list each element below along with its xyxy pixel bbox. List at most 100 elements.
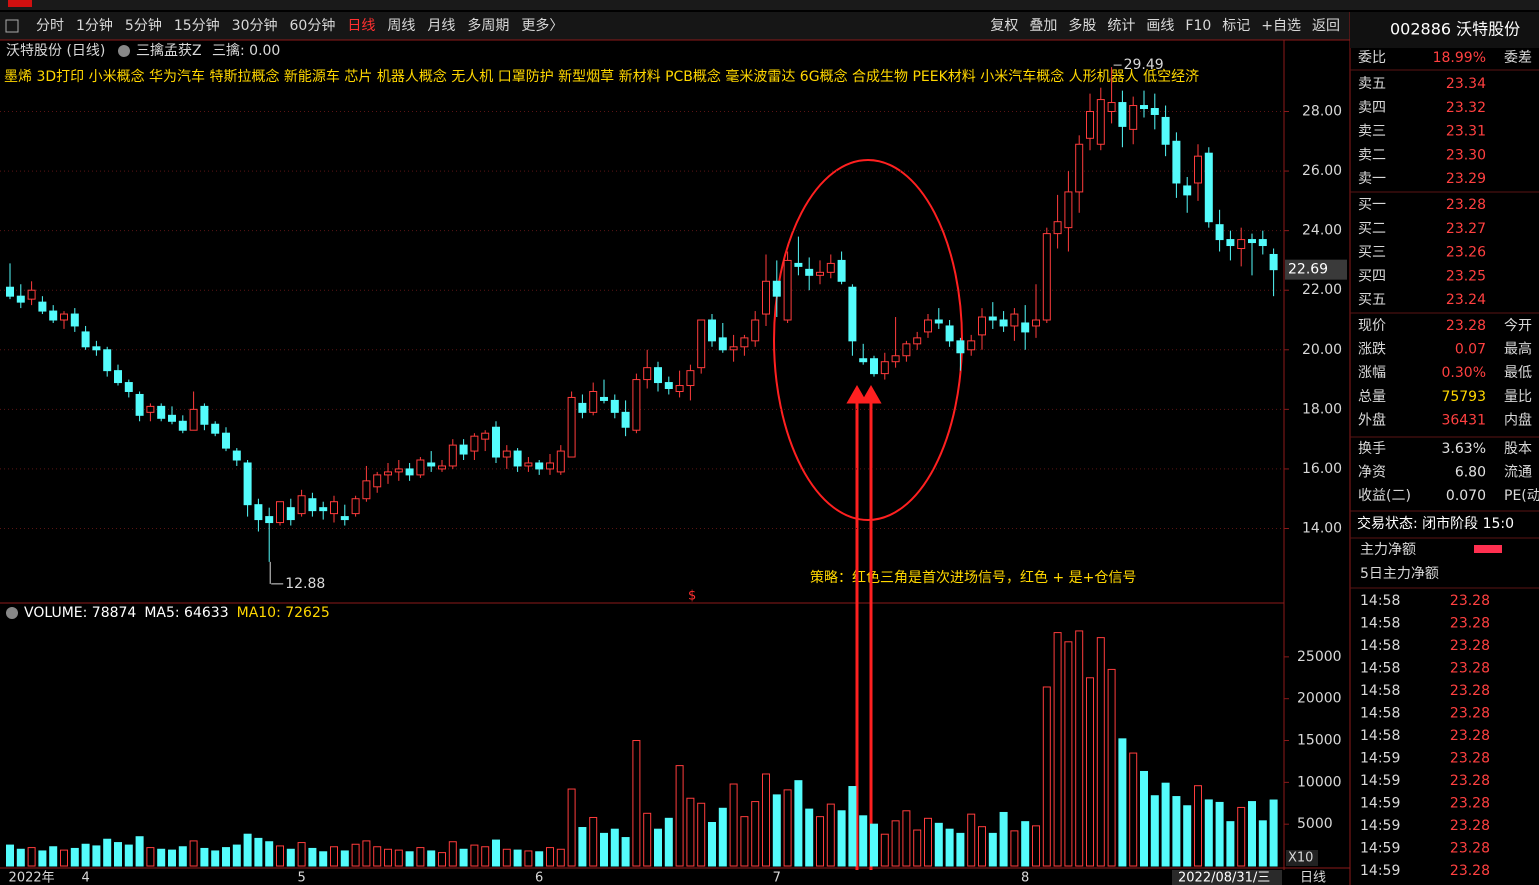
volume-bar [340,850,349,867]
candle-body [1021,322,1030,333]
volume-bar [1150,795,1159,867]
candle-body [254,504,263,521]
ask-label: 卖二 [1358,147,1386,163]
bid-value: 23.28 [1446,197,1486,213]
candle-body [1183,185,1192,196]
candle-body [956,340,965,354]
indicator-icon[interactable] [118,45,130,57]
period-tab[interactable]: 5分钟 [125,17,162,34]
tool-button[interactable]: F10 [1185,18,1211,34]
y-tick-label: 26.00 [1302,163,1342,179]
tool-button[interactable]: 复权 [990,17,1018,34]
period-tab[interactable]: 60分钟 [290,17,336,34]
volume-bar [351,843,360,867]
date-box [1172,870,1282,885]
candle-body [92,346,101,351]
tool-button[interactable]: 画线 [1146,18,1174,34]
stat-value: 36431 [1441,412,1486,428]
volume-bar [319,851,328,867]
candle-body [448,444,457,467]
candle-body [826,262,835,273]
trade-time: 14:59 [1360,841,1400,857]
volume-bar [1183,805,1192,867]
stat-label2: 最高 [1504,341,1532,358]
period-tab[interactable]: 日线 [347,18,375,34]
candle-body [891,355,900,363]
candle-body [546,462,554,470]
trade-time: 14:59 [1360,818,1400,834]
volume-bar [718,807,727,867]
candle-body [513,450,522,467]
volume-bar [124,844,133,867]
candle-body [772,280,781,297]
indicator-name: 三擒孟获Z [136,42,202,59]
period-tab[interactable]: 15分钟 [174,17,220,34]
volume-bar [999,811,1008,867]
volume-bar [1161,782,1170,867]
volume-bar [902,810,911,867]
volume-bar [535,851,544,867]
volume-bar [286,848,295,867]
trade-price: 23.28 [1450,638,1490,654]
volume-icon[interactable] [6,607,18,619]
y-tick-label: 28.00 [1302,103,1342,119]
period-tab[interactable]: 多周期 [467,17,509,34]
candle-body [600,396,608,401]
volume-bar [621,837,630,867]
candle-body [16,295,25,303]
candle-body [556,450,565,473]
volume-bar [384,848,392,867]
tool-button[interactable]: 多股 [1068,17,1096,34]
volume-bar [1140,770,1148,867]
period-tab[interactable]: 1分钟 [76,17,113,34]
period-tab[interactable]: 30分钟 [232,17,278,34]
candle-body [697,319,706,369]
tool-button[interactable]: 统计 [1107,18,1135,34]
y-tick-label: 20000 [1297,691,1342,707]
volume-bar [826,803,835,867]
volume-bar [945,828,954,867]
tool-button[interactable]: 标记 [1222,18,1250,34]
volume-bar [654,828,662,867]
volume-bar [330,846,338,867]
candle-body [1150,108,1159,115]
volume-bar [427,850,436,867]
volume-bar [1129,752,1138,867]
period-tab[interactable]: 分时 [36,18,64,34]
candle-body [1172,140,1181,184]
candle-body [1226,239,1235,247]
period-tab[interactable]: 更多〉 [521,17,563,34]
volume-legend: VOLUME: 78874 [24,605,136,621]
trade-price: 23.28 [1450,863,1490,879]
volume-bar [416,847,425,867]
period-tab[interactable]: 周线 [387,18,415,34]
volume-bar [481,846,490,867]
volume-bar [816,816,824,867]
candle-body [308,498,317,512]
candle-body [243,462,252,506]
candle-body [6,286,14,297]
volume-bar [1269,799,1278,867]
stat-label: 总量 [1358,389,1386,405]
tool-button[interactable]: +自选 [1261,18,1301,34]
trade-price: 23.28 [1450,593,1490,609]
x-tick-label: 7 [773,871,781,885]
logo [8,0,32,7]
tool-button[interactable]: 返回 [1312,18,1340,34]
indicator-value: 三擒: 0.00 [212,42,280,59]
volume-bar [157,848,166,867]
volume-bar [934,822,943,867]
tool-button[interactable]: 叠加 [1029,18,1057,34]
candle-body [708,319,716,342]
period-tab[interactable]: 月线 [427,18,455,34]
panel-toggle[interactable] [5,19,19,33]
volume-bar [459,848,468,867]
candle-body [222,432,230,449]
candle-body [610,399,619,413]
candle-body [114,370,122,384]
volume-bar [805,808,814,867]
stat-value: 0.070 [1446,488,1486,504]
toolbar [0,12,1350,40]
volume-legend: MA10: 72625 [237,605,330,621]
volume-bar [448,841,457,867]
